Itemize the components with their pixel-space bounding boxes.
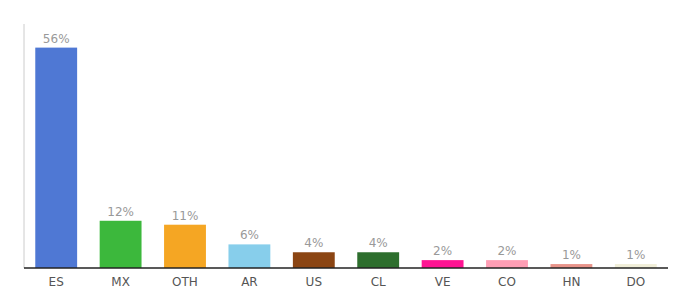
x-tick-label: OTH [172,275,198,289]
y-axis-line [24,24,25,268]
x-tick-label: VE [435,275,451,289]
bar [164,225,206,268]
x-tick-label: HN [562,275,580,289]
data-label: 2% [497,244,516,258]
bar [35,48,77,268]
x-tick-label: AR [241,275,258,289]
bars [35,48,656,268]
data-label: 12% [107,205,134,219]
x-tick-label: DO [626,275,645,289]
bar [357,252,399,268]
data-label: 56% [43,32,70,46]
data-label: 2% [433,244,452,258]
bar [100,221,142,268]
chart-container: ES MX OTH AR US CL VE CO HN DO 56% 12% 11% 6% 4% 4% 2% 2%… [0,0,680,300]
bar [293,252,335,268]
x-tick-label: CL [371,275,386,289]
x-tick-label: CO [498,275,516,289]
x-tick-label: US [306,275,322,289]
data-label: 1% [562,248,581,262]
bar [422,260,464,268]
x-axis-line [24,267,668,269]
data-label: 1% [626,248,645,262]
x-tick-label: MX [111,275,130,289]
data-label: 4% [304,236,323,250]
data-label: 11% [172,209,199,223]
data-label: 6% [240,228,259,242]
data-label: 4% [369,236,388,250]
bar [486,260,528,268]
chart-svg: ES MX OTH AR US CL VE CO HN DO 56% 12% 11% 6% 4% 4% 2% 2%… [0,0,680,300]
x-tick-label: ES [49,275,64,289]
bar [228,244,270,268]
